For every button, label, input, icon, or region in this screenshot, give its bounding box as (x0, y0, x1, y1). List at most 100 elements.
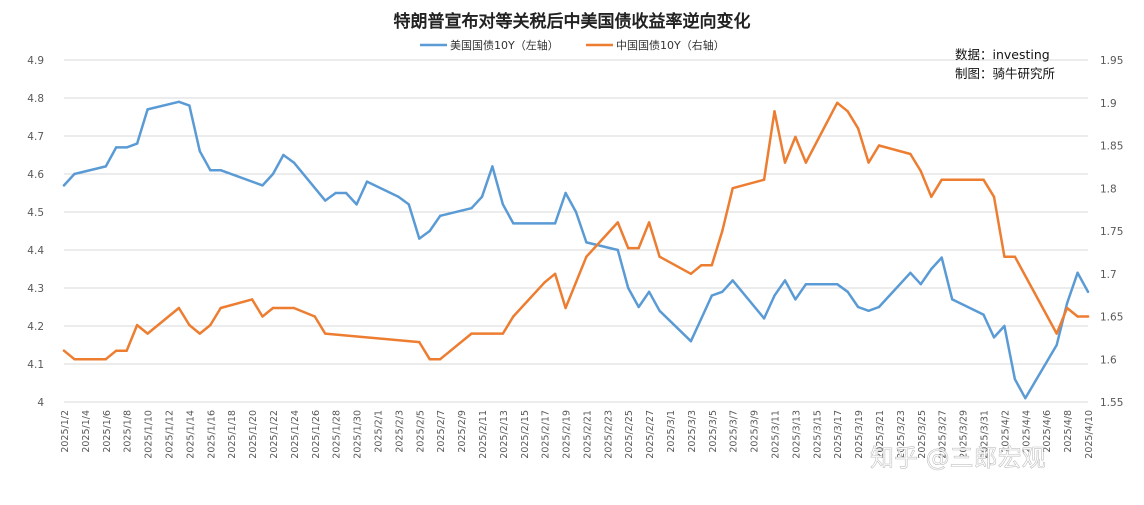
x-tick-label: 2025/2/1 (373, 410, 384, 453)
data-point-cn-10y (856, 127, 860, 130)
data-point-cn-10y (501, 332, 505, 335)
data-point-cn-10y (188, 323, 191, 327)
x-tick-label: 2025/3/15 (812, 410, 823, 459)
data-point-cn-10y (439, 358, 442, 361)
data-point-us-10y (721, 290, 724, 293)
x-tick-label: 2025/1/10 (144, 410, 155, 459)
x-tick-label: 2025/1/6 (102, 410, 113, 453)
data-point-cn-10y (261, 315, 264, 318)
data-point-us-10y (930, 267, 933, 271)
y-left-tick-label: 4.2 (27, 321, 44, 333)
data-point-us-10y (428, 229, 431, 233)
data-point-cn-10y (951, 178, 954, 181)
data-point-cn-10y (689, 272, 693, 275)
data-point-us-10y (1024, 397, 1027, 400)
x-tick-label: 2025/2/17 (541, 410, 552, 459)
x-tick-label: 2025/1/28 (332, 410, 343, 459)
data-point-cn-10y (867, 161, 870, 164)
data-point-cn-10y (992, 195, 996, 198)
x-tick-label: 2025/3/29 (959, 410, 970, 459)
data-point-us-10y (836, 283, 839, 286)
x-tick-label: 2025/1/22 (269, 410, 280, 459)
x-tick-label: 2025/3/23 (896, 410, 907, 459)
data-point-cn-10y (762, 178, 766, 181)
data-point-cn-10y (428, 358, 431, 361)
data-point-us-10y (574, 210, 578, 214)
x-tick-label: 2025/1/30 (353, 410, 364, 459)
data-point-us-10y (334, 191, 337, 195)
data-point-us-10y (480, 195, 484, 198)
data-point-cn-10y (637, 246, 640, 250)
data-point-us-10y (783, 279, 787, 282)
data-point-us-10y (209, 169, 212, 172)
data-point-us-10y (271, 172, 275, 176)
data-point-us-10y (62, 184, 66, 187)
data-point-us-10y (177, 100, 181, 104)
data-point-us-10y (794, 298, 797, 301)
y-left-tick-label: 4.8 (27, 93, 44, 105)
y-left-tick-label: 4.4 (27, 245, 44, 257)
data-point-us-10y (1055, 343, 1058, 347)
x-tick-label: 2025/2/27 (645, 410, 656, 459)
data-point-cn-10y (731, 187, 734, 190)
data-point-us-10y (1013, 378, 1017, 381)
data-point-us-10y (418, 237, 421, 240)
data-point-us-10y (992, 336, 996, 339)
data-point-cn-10y (1013, 255, 1017, 258)
x-tick-label: 2025/4/4 (1021, 410, 1032, 453)
x-tick-label: 2025/3/5 (708, 410, 719, 453)
x-tick-label: 2025/1/18 (227, 410, 238, 459)
y-left-tick-label: 4.9 (27, 55, 44, 67)
series-line-cn-10y (62, 101, 1090, 361)
data-point-us-10y (324, 199, 327, 202)
data-point-cn-10y (62, 349, 66, 352)
data-point-cn-10y (1086, 315, 1090, 318)
data-point-cn-10y (616, 221, 619, 224)
data-point-us-10y (773, 294, 776, 297)
y-left-tick-label: 4.6 (27, 169, 44, 181)
data-point-us-10y (501, 203, 505, 206)
x-tick-label: 2025/1/20 (248, 410, 259, 459)
data-point-us-10y (73, 172, 76, 176)
x-tick-label: 2025/2/5 (415, 410, 426, 453)
x-tick-label: 2025/3/25 (917, 410, 928, 459)
x-tick-label: 2025/4/10 (1084, 410, 1095, 459)
data-point-cn-10y (982, 178, 985, 181)
x-tick-label: 2025/3/17 (833, 410, 844, 459)
x-tick-label: 2025/1/14 (185, 410, 196, 459)
x-tick-label: 2025/2/11 (478, 410, 489, 459)
data-point-us-10y (909, 271, 912, 274)
x-tick-label: 2025/4/8 (1063, 410, 1074, 453)
data-point-cn-10y (700, 264, 703, 267)
data-point-cn-10y (135, 323, 139, 327)
data-point-cn-10y (564, 306, 567, 310)
data-point-us-10y (135, 142, 139, 145)
data-point-us-10y (585, 241, 588, 244)
author-annotation: 制图：骑牛研究所 (955, 66, 1055, 81)
data-point-us-10y (647, 290, 651, 293)
data-point-cn-10y (418, 340, 421, 344)
data-point-us-10y (919, 283, 922, 286)
data-point-us-10y (700, 317, 703, 320)
y-right-tick-label: 1.95 (1100, 55, 1123, 67)
data-point-cn-10y (491, 332, 494, 335)
x-tick-label: 2025/3/21 (875, 410, 886, 459)
data-point-us-10y (564, 191, 567, 195)
x-tick-label: 2025/3/3 (687, 410, 698, 453)
data-point-cn-10y (1065, 306, 1069, 310)
x-tick-label: 2025/2/15 (520, 410, 531, 459)
data-point-us-10y (553, 222, 557, 225)
x-tick-label: 2025/2/21 (582, 410, 593, 459)
legend-label-us: 美国国债10Y（左轴） (450, 38, 559, 52)
x-tick-label: 2025/2/7 (436, 410, 447, 453)
data-point-us-10y (658, 309, 661, 312)
data-point-cn-10y (104, 358, 108, 361)
data-point-cn-10y (470, 332, 473, 335)
data-point-cn-10y (658, 255, 661, 258)
data-point-cn-10y (919, 169, 922, 173)
x-tick-label: 2025/1/24 (290, 410, 301, 459)
legend: 美国国债10Y（左轴） 中国国债10Y（右轴） (420, 38, 725, 52)
data-point-cn-10y (125, 349, 128, 352)
data-point-cn-10y (710, 264, 713, 267)
